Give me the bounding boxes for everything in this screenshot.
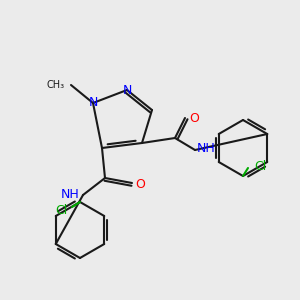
- Text: N: N: [88, 95, 98, 109]
- Text: O: O: [135, 178, 145, 191]
- Text: N: N: [122, 83, 132, 97]
- Text: Cl: Cl: [254, 160, 266, 172]
- Text: NH: NH: [61, 188, 80, 202]
- Text: Cl: Cl: [56, 203, 68, 217]
- Text: NH: NH: [197, 142, 216, 154]
- Text: CH₃: CH₃: [47, 80, 65, 90]
- Text: O: O: [189, 112, 199, 124]
